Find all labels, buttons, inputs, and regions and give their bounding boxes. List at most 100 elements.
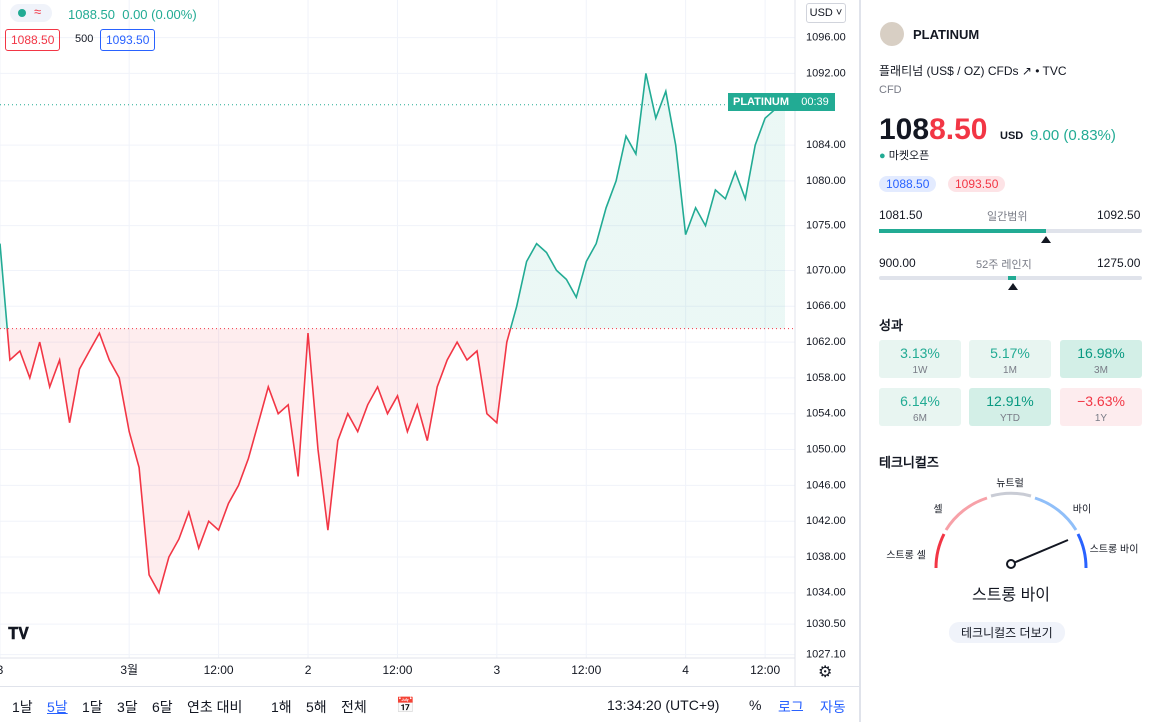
more-button[interactable]: 테크니컬즈 더보기 (949, 622, 1065, 643)
price: 1088.50 (879, 113, 987, 147)
symbol-icon (880, 22, 904, 46)
perf-value: 16.98% (1077, 345, 1125, 361)
price-currency: USD (1000, 130, 1024, 142)
header-quote: 1088.50 0.00 (0.00%) (68, 7, 197, 22)
spread: 500 (75, 33, 94, 45)
perf-value: −3.63% (1077, 393, 1125, 409)
range-button[interactable]: 1날 (12, 699, 33, 715)
day-marker (1041, 236, 1051, 243)
log-toggle[interactable]: 로그 (778, 699, 804, 715)
section-title: 테크니컬즈 (879, 455, 939, 470)
y-tick-label: 1050.00 (806, 443, 846, 455)
sell-button[interactable]: 1088.50 (5, 29, 61, 51)
icon: ≈ (34, 4, 42, 19)
year-range-fill (1008, 276, 1016, 280)
range-button[interactable]: 1달 (82, 699, 103, 715)
price-line (0, 73, 786, 595)
bid: 1088.50 (879, 176, 937, 192)
ask: 1093.50 (948, 176, 1006, 192)
change: 0.00 (0.00%) (122, 7, 197, 22)
y-tick-label: 1054.00 (806, 408, 846, 420)
range-button[interactable]: 1해 (271, 699, 292, 715)
price-change: 9.00 (0.83%) (1030, 127, 1116, 144)
last: 1088.50 (68, 7, 115, 22)
perf-cell: 5.17% 1M (969, 340, 1051, 378)
auto-toggle[interactable]: 자동 (820, 699, 846, 715)
y-tick-label: 1084.00 (806, 139, 846, 151)
gauge-label: 스트롱 바이 (1090, 544, 1139, 556)
perf-label: 3M (1094, 365, 1108, 376)
x-tick-label: 12:00 (750, 663, 780, 677)
gauge: 스트롱 셀 셀 뉴트럴 바이 스트롱 바이 스트롱 바이 (886, 477, 1139, 605)
year-range-label: 52주 레인지 (976, 259, 1032, 271)
year-high: 1275.00 (1097, 256, 1141, 270)
perf-label: 1W (912, 365, 928, 376)
perf-label: YTD (1000, 413, 1020, 424)
gauge-needle (1010, 539, 1069, 565)
range-button[interactable]: 3달 (117, 699, 138, 715)
y-tick-label: 1066.00 (806, 300, 846, 312)
status-pill[interactable]: ≈ (10, 4, 52, 22)
y-tick-label: 1062.00 (806, 336, 846, 348)
y-tick-label: 1096.00 (806, 32, 846, 44)
perf-cell: 3.13% 1W (879, 340, 961, 378)
x-tick-label: 12:00 (382, 663, 412, 677)
day-range-fill (879, 229, 1046, 233)
y-tick-label: 1075.00 (806, 220, 846, 232)
x-tick-label: 4 (682, 663, 689, 677)
gauge-arc (1076, 533, 1088, 569)
description: 플래티넘 (US$ / OZ) CFDs (879, 64, 1019, 78)
x-tick-label: 3월 (120, 663, 138, 677)
price-main: 108 (879, 113, 930, 146)
perf-cell: 12.91% YTD (969, 388, 1051, 426)
y-tick-label: 1092.00 (806, 67, 846, 79)
market-status: 마켓오픈 (888, 150, 930, 162)
y-tick-label: 1042.00 (806, 515, 846, 527)
range-button[interactable]: 5해 (306, 699, 327, 715)
date-icon[interactable]: 📅 (396, 697, 415, 714)
day-high: 1092.50 (1097, 208, 1141, 222)
x-tick-label: 12:00 (571, 663, 601, 677)
description-row: 플래티넘 (US$ / OZ) CFDs ↗ • TVC (879, 64, 1067, 78)
range-button[interactable]: 연초 대비 (187, 699, 243, 715)
perf-cell: −3.63% 1Y (1060, 388, 1142, 426)
baseline-area (0, 73, 785, 593)
y-tick-label: 1030.50 (806, 618, 846, 630)
range-button[interactable]: 5날 (47, 699, 68, 715)
percent-toggle[interactable]: % (749, 697, 762, 713)
range-button[interactable]: 전체 (341, 699, 367, 715)
gauge-arc (1034, 496, 1078, 531)
y-tick-label: 1058.00 (806, 372, 846, 384)
symbol-panel: PLATINUM 플래티넘 (US$ / OZ) CFDs ↗ • TVC CF… (862, 0, 1157, 722)
year-low: 900.00 (879, 256, 916, 270)
gauge-result: 스트롱 바이 (972, 586, 1050, 604)
price-badge: PLATINUM (728, 93, 795, 111)
y-tick-label: 1080.00 (806, 175, 846, 187)
gauge-label: 바이 (1073, 504, 1091, 516)
perf-label: 1M (1003, 365, 1017, 376)
year-range-track (879, 276, 1142, 280)
currency-select[interactable]: USD ˅ (806, 3, 846, 23)
y-tick-label: 1034.00 (806, 587, 846, 599)
logo: 𝐓𝐕 (8, 626, 29, 643)
buy-button[interactable]: 1093.50 (100, 29, 156, 51)
day-range-track (879, 229, 1142, 233)
perf-value: 6.14% (900, 393, 940, 409)
status-dot (18, 9, 26, 17)
perf-cell: 16.98% 3M (1060, 340, 1142, 378)
settings-icon[interactable]: ⚙ (818, 664, 833, 681)
x-tick-label: 3 (0, 663, 4, 677)
gauge-arc (990, 491, 1032, 498)
market-status-row: ● 마켓오픈 (879, 150, 930, 162)
range-button[interactable]: 6달 (152, 699, 173, 715)
gauge-label: 셀 (933, 504, 942, 516)
x-tick-label: 3 (493, 663, 500, 677)
perf-value: 3.13% (900, 345, 940, 361)
symbol: PLATINUM (913, 27, 980, 42)
divider (0, 686, 859, 687)
year-marker (1008, 283, 1018, 290)
currency: USD (809, 7, 833, 19)
perf-value: 5.17% (990, 345, 1030, 361)
